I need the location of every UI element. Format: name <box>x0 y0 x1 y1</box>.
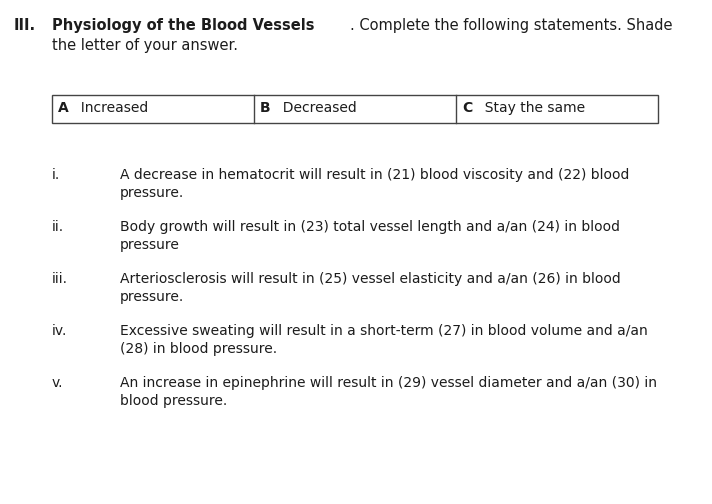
Text: v.: v. <box>52 376 63 390</box>
Text: A: A <box>58 101 69 115</box>
Text: . Complete the following statements. Shade: . Complete the following statements. Sha… <box>350 18 673 33</box>
Text: (28) in blood pressure.: (28) in blood pressure. <box>120 342 277 356</box>
Text: A decrease in hematocrit will result in (21) blood viscosity and (22) blood: A decrease in hematocrit will result in … <box>120 168 629 182</box>
Text: B: B <box>260 101 271 115</box>
Text: pressure.: pressure. <box>120 186 184 200</box>
Text: Physiology of the Blood Vessels: Physiology of the Blood Vessels <box>52 18 315 33</box>
Text: i.: i. <box>52 168 61 182</box>
Bar <box>52 95 658 123</box>
Text: ii.: ii. <box>52 220 64 234</box>
Text: Excessive sweating will result in a short-term (27) in blood volume and a/an: Excessive sweating will result in a shor… <box>120 324 648 338</box>
Text: Stay the same: Stay the same <box>476 101 585 115</box>
Text: pressure.: pressure. <box>120 290 184 304</box>
Text: Body growth will result in (23) total vessel length and a/an (24) in blood: Body growth will result in (23) total ve… <box>120 220 620 234</box>
Text: An increase in epinephrine will result in (29) vessel diameter and a/an (30) in: An increase in epinephrine will result i… <box>120 376 657 390</box>
Text: Increased: Increased <box>72 101 148 115</box>
Text: pressure: pressure <box>120 238 180 252</box>
Text: Decreased: Decreased <box>274 101 357 115</box>
Text: C: C <box>462 101 472 115</box>
Text: Arteriosclerosis will result in (25) vessel elasticity and a/an (26) in blood: Arteriosclerosis will result in (25) ves… <box>120 272 621 286</box>
Text: the letter of your answer.: the letter of your answer. <box>52 38 238 53</box>
Text: III.: III. <box>14 18 36 33</box>
Text: iv.: iv. <box>52 324 68 338</box>
Text: blood pressure.: blood pressure. <box>120 394 227 408</box>
Text: iii.: iii. <box>52 272 68 286</box>
